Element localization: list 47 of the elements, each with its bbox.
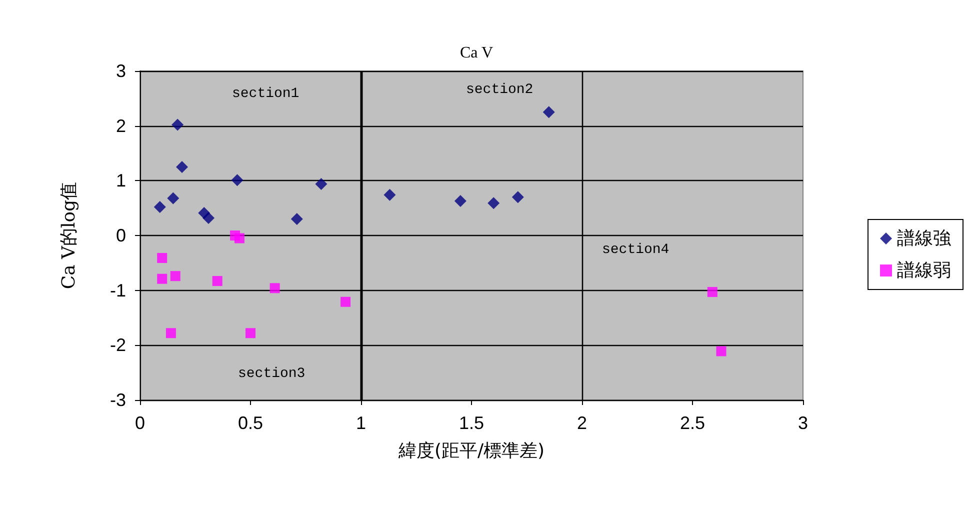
- x-tick-label: 2: [576, 413, 588, 433]
- annotation: section1: [232, 86, 300, 102]
- point: [707, 286, 718, 297]
- point: [170, 271, 180, 282]
- chart-title: Ca V: [460, 44, 494, 62]
- point: [231, 174, 244, 186]
- x-tick-label: 0.5: [238, 413, 264, 433]
- legend-label: 譜線強: [897, 228, 951, 249]
- x-axis-title: 緯度(距平/標準差): [397, 440, 545, 462]
- point: [315, 178, 328, 190]
- x-tick-label: 0: [134, 413, 146, 433]
- point: [270, 283, 280, 294]
- point: [157, 274, 168, 284]
- x-tick-label: 1.5: [458, 413, 484, 433]
- y-tick-label: -3: [110, 390, 126, 410]
- point: [290, 213, 303, 226]
- annotation: section3: [238, 366, 306, 382]
- point: [542, 106, 555, 118]
- x-tick-label: 2.5: [680, 413, 706, 433]
- point: [166, 328, 176, 338]
- x-tick-label: 1: [356, 413, 366, 433]
- annotation: section2: [466, 82, 534, 98]
- y-tick-label: 0: [116, 226, 126, 246]
- point: [157, 252, 168, 263]
- legend-label: 譜線弱: [897, 260, 951, 281]
- x-tick-label: 3: [798, 413, 808, 433]
- point: [512, 191, 524, 204]
- point: [246, 328, 256, 338]
- point: [384, 188, 396, 201]
- point: [212, 276, 222, 286]
- point: [488, 197, 500, 210]
- point: [340, 296, 351, 307]
- point: [716, 346, 726, 356]
- y-axis-title: Ca V的log值: [58, 182, 80, 290]
- point: [202, 212, 215, 224]
- point: [454, 194, 466, 207]
- y-tick-label: 2: [116, 116, 126, 136]
- y-tick-label: 3: [116, 61, 126, 81]
- point: [234, 233, 244, 244]
- point: [172, 118, 184, 131]
- y-tick-label: -1: [110, 280, 126, 300]
- annotation: section4: [602, 242, 670, 258]
- point: [176, 160, 188, 173]
- point: [154, 200, 166, 213]
- point: [167, 192, 180, 204]
- y-tick-label: 1: [116, 170, 126, 191]
- y-tick-label: -2: [110, 335, 126, 356]
